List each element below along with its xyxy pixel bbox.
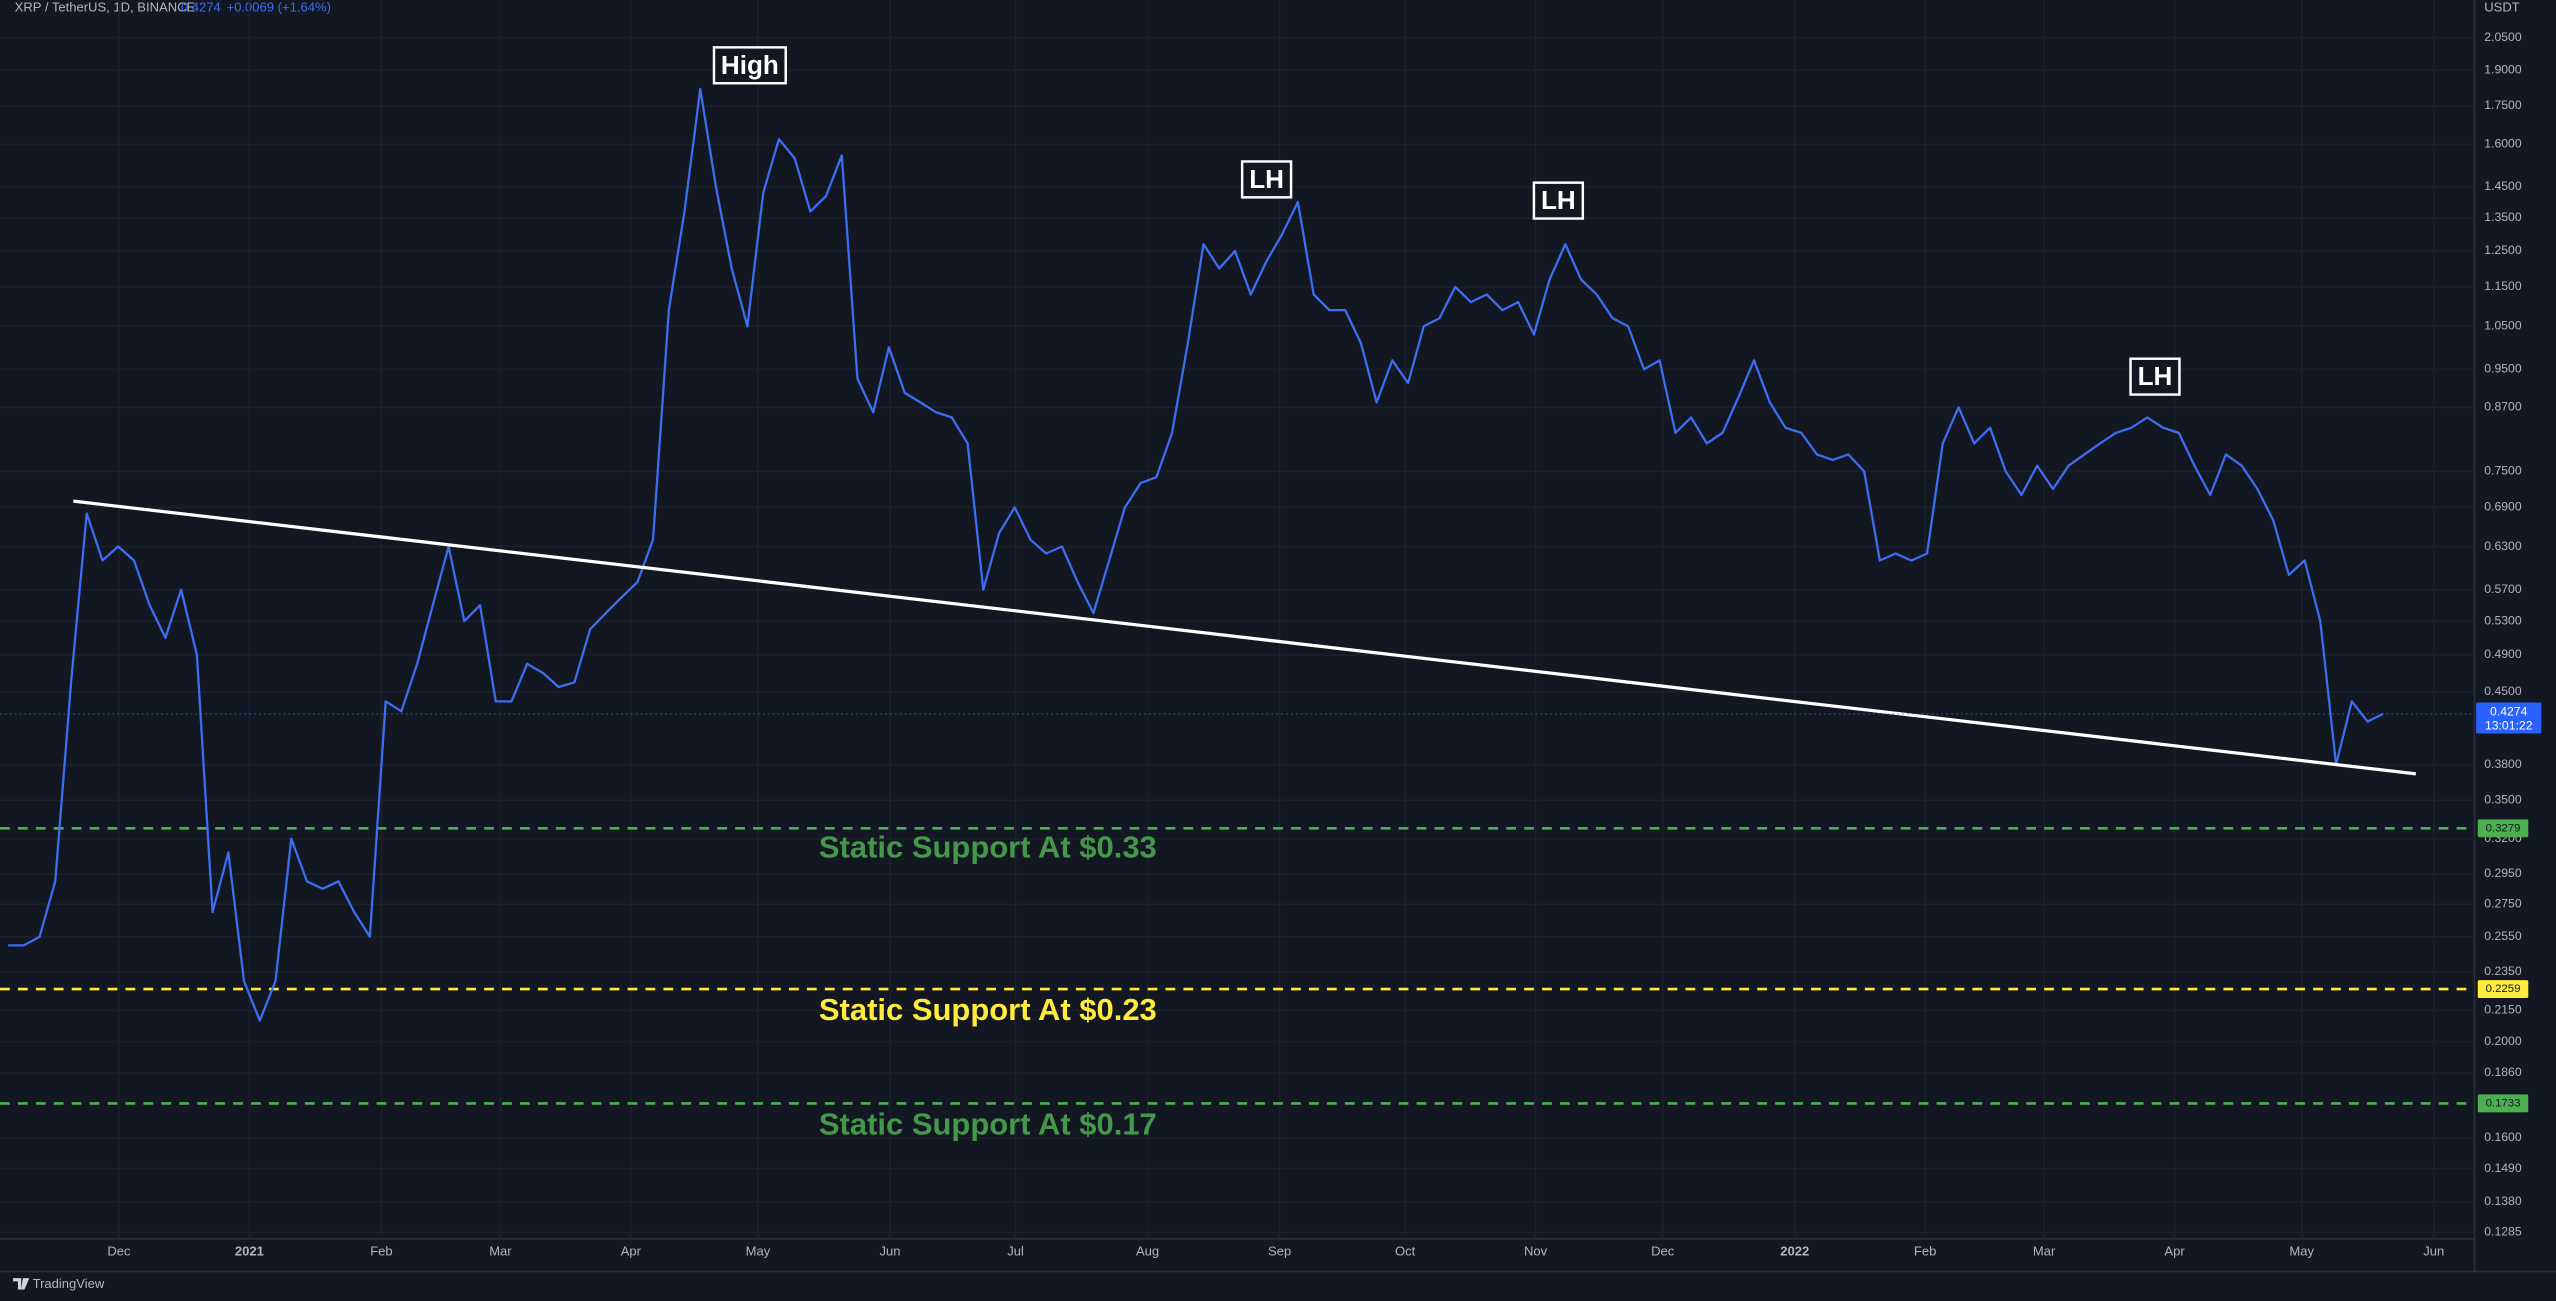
level-tag <box>2477 1094 2529 1113</box>
y-tick-label: 0.8700 <box>2484 400 2522 414</box>
x-tick-label: Feb <box>370 1243 392 1258</box>
x-tick-label: Mar <box>489 1243 512 1258</box>
header-change: +0.0069 (+1.64%) <box>227 0 331 15</box>
y-tick-label: 2.0500 <box>2484 30 2522 44</box>
x-tick-label: Jun <box>2423 1243 2444 1258</box>
y-tick-label: 0.1600 <box>2484 1130 2522 1144</box>
countdown-label: 13:01:22 <box>2485 718 2533 732</box>
x-tick-label: Apr <box>2164 1243 2185 1258</box>
y-tick-label: 0.2350 <box>2484 964 2522 978</box>
y-tick-label: 0.5300 <box>2484 613 2522 627</box>
annotation-label: LH <box>2138 361 2173 391</box>
x-tick-label: Jul <box>1007 1243 1024 1258</box>
x-tick-label: 2021 <box>235 1243 264 1258</box>
price-line <box>8 87 2384 1022</box>
y-tick-label: 0.1490 <box>2484 1161 2522 1175</box>
y-tick-label: 1.2500 <box>2484 243 2522 257</box>
y-tick-label: 0.9500 <box>2484 362 2522 376</box>
level-tag <box>2477 819 2529 838</box>
y-tick-label: 0.2750 <box>2484 896 2522 910</box>
y-tick-label: 1.1500 <box>2484 279 2522 293</box>
y-tick-label: 0.1860 <box>2484 1065 2522 1079</box>
y-tick-label: 1.6000 <box>2484 137 2522 151</box>
y-tick-label: 0.4500 <box>2484 684 2522 698</box>
x-tick-label: Mar <box>2033 1243 2056 1258</box>
x-tick-label: May <box>746 1243 771 1258</box>
brand: TradingView <box>33 1276 105 1291</box>
currency-label: USDT <box>2484 0 2520 15</box>
last-price-label: 0.4274 <box>2490 705 2528 719</box>
y-tick-label: 0.6300 <box>2484 539 2522 553</box>
x-tick-label: Nov <box>1524 1243 1548 1258</box>
last-price-tag <box>2476 702 2542 734</box>
level-tag-label: 0.1733 <box>2486 1097 2521 1109</box>
y-tick-label: 1.9000 <box>2484 63 2522 77</box>
brand-logo <box>13 1278 30 1290</box>
annotation-label: LH <box>1249 164 1284 194</box>
support-label: Static Support At $0.17 <box>819 1106 1157 1141</box>
y-tick-label: 1.4500 <box>2484 179 2522 193</box>
y-tick-label: 0.2950 <box>2484 866 2522 880</box>
header-price: 0.4274 <box>181 0 221 15</box>
y-tick-label: 0.3500 <box>2484 792 2522 806</box>
y-tick-label: 0.1380 <box>2484 1194 2522 1208</box>
y-tick-label: 1.7500 <box>2484 98 2522 112</box>
level-tag-label: 0.2259 <box>2486 983 2521 995</box>
annotation-box <box>1532 181 1585 220</box>
x-tick-label: Sep <box>1268 1243 1291 1258</box>
x-tick-label: 2022 <box>1780 1243 1809 1258</box>
x-tick-label: May <box>2289 1243 2314 1258</box>
y-tick-label: 0.1285 <box>2484 1225 2522 1239</box>
annotation-box <box>1240 160 1293 199</box>
support-label: Static Support At $0.23 <box>819 992 1157 1027</box>
y-tick-label: 1.0500 <box>2484 318 2522 332</box>
y-tick-label: 0.3800 <box>2484 757 2522 771</box>
y-tick-label: 0.5700 <box>2484 582 2522 596</box>
support-label: Static Support At $0.33 <box>819 830 1157 865</box>
annotation-box <box>712 46 787 85</box>
x-tick-label: Feb <box>1914 1243 1936 1258</box>
y-tick-label: 0.6900 <box>2484 500 2522 514</box>
annotation-label: LH <box>1541 185 1576 215</box>
y-tick-label: 1.3500 <box>2484 210 2522 224</box>
x-tick-label: Apr <box>621 1243 642 1258</box>
level-tag-label: 0.3279 <box>2486 822 2521 834</box>
x-tick-label: Jun <box>880 1243 901 1258</box>
x-tick-label: Oct <box>1395 1243 1416 1258</box>
annotation-box <box>2129 357 2181 396</box>
x-tick-label: Aug <box>1136 1243 1159 1258</box>
y-tick-label: 0.2550 <box>2484 929 2522 943</box>
x-tick-label: Dec <box>1651 1243 1675 1258</box>
y-tick-label: 0.2000 <box>2484 1034 2522 1048</box>
y-tick-label: 0.4900 <box>2484 647 2522 661</box>
y-tick-label: 0.7500 <box>2484 464 2522 478</box>
y-tick-label: 0.2150 <box>2484 1003 2522 1017</box>
annotation-label: High <box>721 50 779 80</box>
trendline <box>73 499 2416 776</box>
x-tick-label: Dec <box>107 1243 131 1258</box>
symbol-title: XRP / TetherUS, 1D, BINANCE <box>15 0 196 15</box>
level-tag <box>2477 980 2529 999</box>
